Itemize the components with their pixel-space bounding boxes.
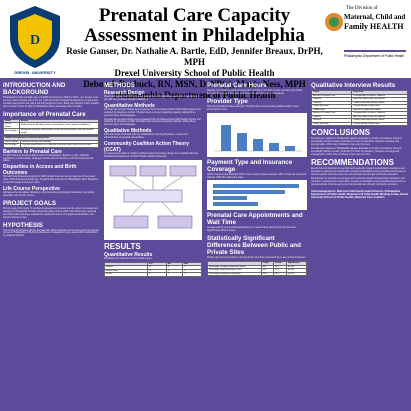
quant-methods-text-2: Prenatal care provider listings were req…	[104, 118, 201, 127]
table-cell: Private	[103, 272, 149, 277]
table-cell: Percentage providing transportation	[207, 271, 262, 277]
poster-header: D DREXEL UNIVERSITY Prenatal Care Capaci…	[0, 0, 411, 100]
payment-chart	[207, 180, 307, 211]
table-cell: 60.0	[260, 271, 274, 277]
mcfh-line4: Philadelphia Department of Public Health	[344, 54, 405, 58]
table-cell: Recognition of genetic abnormalities, as…	[18, 128, 100, 136]
mcfh-line1: The Division of	[346, 6, 378, 11]
mcfh-logo: The Division of Maternal, Child and Fami…	[324, 4, 408, 68]
hours-text: Majority of providers are open between 8…	[207, 90, 303, 95]
authors-line: Rosie Ganser, Dr. Nathalie A. Bartle, Ed…	[66, 46, 323, 67]
hypothesis-text: The number of providers offering prenata…	[3, 229, 99, 238]
barriers-heading: Barriers to Prenatal Care	[3, 148, 62, 155]
conclusions-text: Prenatal care capacity in Philadelphia a…	[311, 138, 402, 146]
acknowledgements-text: Acknowledgements: Maternal Child Family …	[311, 189, 408, 200]
institution-line: Drexel University School of Public Healt…	[114, 68, 275, 78]
ccat-text: An assessment model of coalition buildin…	[104, 153, 199, 158]
mcfh-line3: Family HEALTH	[344, 22, 404, 31]
quant-methods-heading: Quantitative Methods	[104, 102, 155, 109]
chart-bar	[253, 138, 263, 151]
chart-bar	[269, 142, 279, 151]
research-design-text: Mixed method approach with a survey ques…	[104, 96, 200, 101]
disparities-heading: Disparities in Access and Birth Outcomes	[3, 164, 77, 177]
project-goals-text: Primary goal of this study: To conduct a…	[3, 207, 98, 219]
qual-methods-heading: Qualitative Methods	[104, 128, 152, 135]
methods-heading: METHODS	[104, 82, 135, 89]
ccat-heading: Community Coalition Action Theory (CCAT)	[104, 141, 190, 154]
appointments-text: Average wait for new prenatal appointmen…	[207, 227, 296, 233]
payment-text: 100% of sites accept Medicaid. 84% of si…	[207, 173, 307, 179]
column-4: Qualitative Interview Results Theme Key P…	[310, 80, 408, 411]
disparities-text: Prenatal Care Measures analyzed in 2008.…	[3, 176, 99, 185]
barriers-text: In light of barriers and generalized, La…	[3, 154, 94, 163]
stats-heading: Statistically Significant Differences Be…	[207, 235, 301, 257]
table-cell: 9	[147, 272, 167, 277]
table-cell: Patient Education	[310, 121, 353, 126]
mcfh-line2: Maternal, Child and	[344, 13, 406, 21]
table-cell: Classes offered at some sites	[351, 121, 408, 126]
table-cell: For the Baby	[3, 128, 20, 136]
table-cell: 18.2	[272, 271, 288, 277]
life-course-heading: Life Course Perspective	[3, 186, 60, 193]
table-cell: p<0.05	[286, 271, 307, 277]
provider-type-chart	[207, 112, 307, 157]
research-design-heading: Research Design	[104, 90, 145, 96]
drexel-logo-text: DREXEL UNIVERSITY	[14, 70, 56, 75]
poster-title-block: Prenatal Care Capacity Assessment in Phi…	[64, 6, 325, 101]
chart-bar	[213, 190, 285, 195]
conclusions-text-2: Prenatal care capacity in Philadelphia a…	[311, 147, 402, 156]
stats-text: Private sites were more likely to accept…	[207, 257, 307, 260]
department-line: Philadelphia Department of Public Health	[113, 90, 276, 100]
authors-line-2: Deborah Roebuck, RN, MSN, DrNP(c), Maria…	[83, 79, 306, 89]
intro-heading: INTRODUCTION AND BACKGROUND	[3, 82, 66, 96]
qual-results-heading: Qualitative Interview Results	[311, 82, 396, 89]
recommendations-heading: RECOMMENDATIONS	[311, 158, 394, 168]
quant-methods-text: Prenatal care provider listings were req…	[104, 108, 201, 117]
chart-bar	[213, 184, 299, 189]
chart-bar	[221, 124, 231, 151]
consequences-table: Health Consequences of Lack of Prenatal …	[2, 136, 99, 148]
chart-bar	[213, 196, 247, 201]
public-private-table: Public Private Significance Percentage acc…	[207, 261, 307, 277]
ccat-diagram	[104, 159, 202, 240]
poster-title: Prenatal Care Capacity Assessment in Phi…	[84, 5, 305, 46]
provider-type-heading: Provider Type	[207, 97, 248, 105]
table-cell: 5	[165, 272, 184, 277]
project-goals-heading: PROJECT GOALS	[3, 199, 56, 207]
hypothesis-heading: HYPOTHESIS	[3, 221, 43, 229]
quant-results-heading: Quantitative Results	[104, 251, 153, 258]
payment-heading: Payment Type and Insurance Coverage	[207, 158, 293, 173]
recommendations-text: Extend hours of operation to evenings an…	[311, 168, 406, 177]
appointments-heading: Prenatal Care Appointments and Wait Time	[207, 212, 303, 227]
recommendations-text-2: Extend hours of operation to evenings an…	[311, 178, 406, 186]
hours-heading: Prenatal Care Hours	[207, 82, 267, 89]
chart-bar	[237, 132, 247, 151]
table-cell: For the Baby	[2, 143, 22, 148]
svg-text:D: D	[30, 33, 40, 48]
goals-table: Goals Results For the Mother Reduced risk …	[3, 118, 100, 136]
qual-results-table: Theme Key Points Barriers to Prenatal Car…	[310, 90, 408, 126]
quant-results-text: Breakdown of responses across provider t…	[104, 257, 153, 260]
conclusions-heading: CONCLUSIONS	[311, 128, 371, 137]
results-table: Yes No N/A Hospital 12 3 1 Health center 15 4 2 …	[103, 261, 202, 277]
column-1: INTRODUCTION AND BACKGROUND Philadelphia…	[2, 80, 100, 411]
provider-type-text: Fifty-two prenatal providers surveyed. H…	[207, 105, 300, 111]
column-2: METHODS Research Design Mixed method app…	[103, 80, 202, 411]
importance-heading: Importance of Prenatal Care	[3, 110, 86, 118]
mcfh-logo-graphic	[325, 13, 406, 52]
life-course-text: Addresses the cumulative biological, env…	[3, 192, 95, 197]
qual-methods-text: Interviews were conducted with key stake…	[104, 134, 188, 140]
results-heading: RESULTS	[104, 241, 141, 251]
chart-bar	[285, 145, 295, 151]
column-3: Prenatal Care Hours Majority of provider…	[207, 80, 307, 411]
table-cell: 3	[182, 272, 202, 277]
table-cell: Low birth weight babies are estimated to…	[20, 143, 99, 148]
drexel-logo: D	[10, 6, 60, 68]
intro-text: Philadelphia's infant mortality rate is …	[3, 97, 99, 108]
chart-bar	[213, 202, 258, 207]
